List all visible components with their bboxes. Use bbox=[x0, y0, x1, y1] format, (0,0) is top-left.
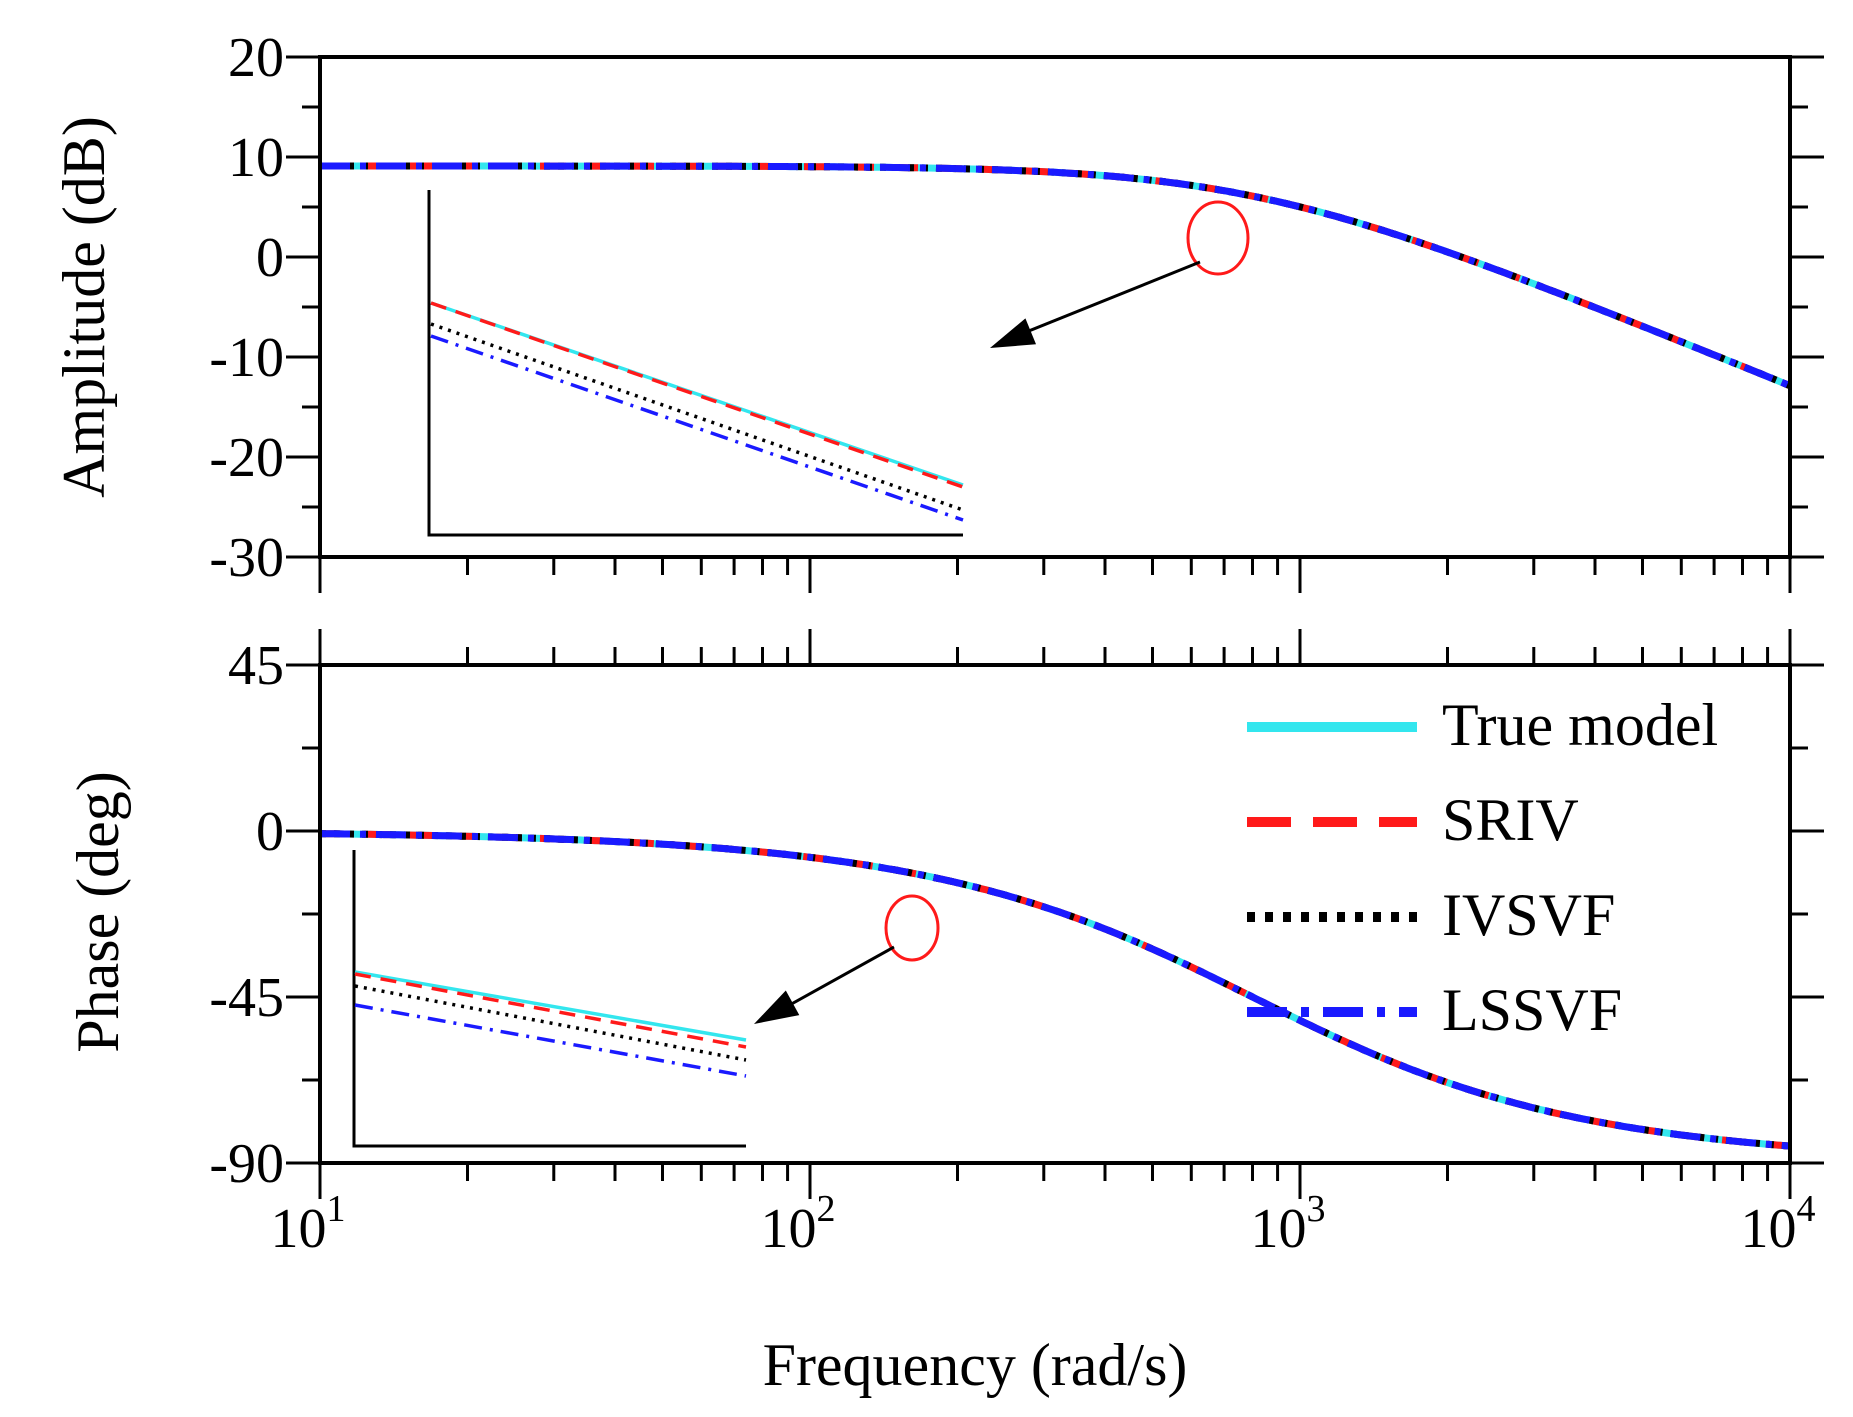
phase-inset-lssvf bbox=[354, 1003, 747, 1078]
series-layer bbox=[319, 162, 1792, 1150]
mag-zoom-arrowhead bbox=[990, 318, 1037, 348]
phase-ytick-label: -90 bbox=[209, 1133, 284, 1195]
legend: True model SRIV IVSVF LSSVF bbox=[1247, 692, 1718, 1043]
mag-ytick-label: -30 bbox=[209, 527, 284, 589]
phase-ytick-label: -45 bbox=[209, 967, 284, 1029]
xtick-label: 101 bbox=[271, 1188, 346, 1260]
phase-ytick-label: 45 bbox=[228, 635, 284, 697]
phase-series-lssvf bbox=[319, 830, 1791, 1150]
mag-ytick-label: -10 bbox=[209, 327, 284, 389]
xtick-label: 104 bbox=[1741, 1188, 1816, 1260]
xtick-label: 103 bbox=[1251, 1188, 1326, 1260]
mag-inset-axes bbox=[427, 190, 963, 537]
frequency-xlabel: Frequency (rad/s) bbox=[763, 1332, 1188, 1398]
phase-inset-sriv bbox=[354, 972, 747, 1049]
phase-ytick-label: 0 bbox=[256, 801, 284, 863]
mag-ytick-label: -20 bbox=[209, 427, 284, 489]
phase-plot-frame bbox=[318, 663, 1792, 1165]
phase-inset-axes bbox=[352, 850, 746, 1148]
legend-label-ivsvf: IVSVF bbox=[1442, 882, 1615, 948]
mag-zoom-arrow bbox=[1003, 260, 1201, 343]
phase-zoom-arrowhead bbox=[754, 990, 800, 1024]
amplitude-ylabel: Amplitude (dB) bbox=[51, 116, 117, 498]
xtick-label: 102 bbox=[761, 1188, 836, 1260]
phase-ylabel: Phase (deg) bbox=[65, 771, 131, 1053]
frame-layer bbox=[318, 55, 1792, 1165]
tick-layer bbox=[286, 55, 1824, 1199]
mag-inset-sriv bbox=[430, 301, 964, 489]
mag-series-ivsvf bbox=[320, 162, 1792, 389]
phase-inset-ivsvf bbox=[354, 984, 747, 1062]
phase-zoom-circle bbox=[884, 894, 940, 962]
mag-inset-ivsvf bbox=[430, 322, 964, 512]
mag-inset-lssvf bbox=[430, 334, 964, 522]
legend-label-lssvf: LSSVF bbox=[1442, 977, 1622, 1043]
legend-label-true-model: True model bbox=[1442, 692, 1718, 758]
legend-label-sriv: SRIV bbox=[1442, 787, 1579, 853]
mag-series-true-model bbox=[320, 162, 1792, 389]
inset-layer bbox=[352, 190, 964, 1148]
phase-inset-true-model bbox=[354, 970, 747, 1042]
annotation-layer bbox=[754, 200, 1250, 1024]
mag-ytick-label: 10 bbox=[228, 127, 284, 189]
mag-ytick-label: 20 bbox=[228, 27, 284, 89]
mag-ytick-label: 0 bbox=[256, 227, 284, 289]
mag-series-lssvf bbox=[320, 162, 1792, 389]
mag-series-sriv bbox=[320, 162, 1792, 389]
mag-plot-frame bbox=[318, 55, 1792, 559]
mag-zoom-circle bbox=[1186, 200, 1250, 276]
